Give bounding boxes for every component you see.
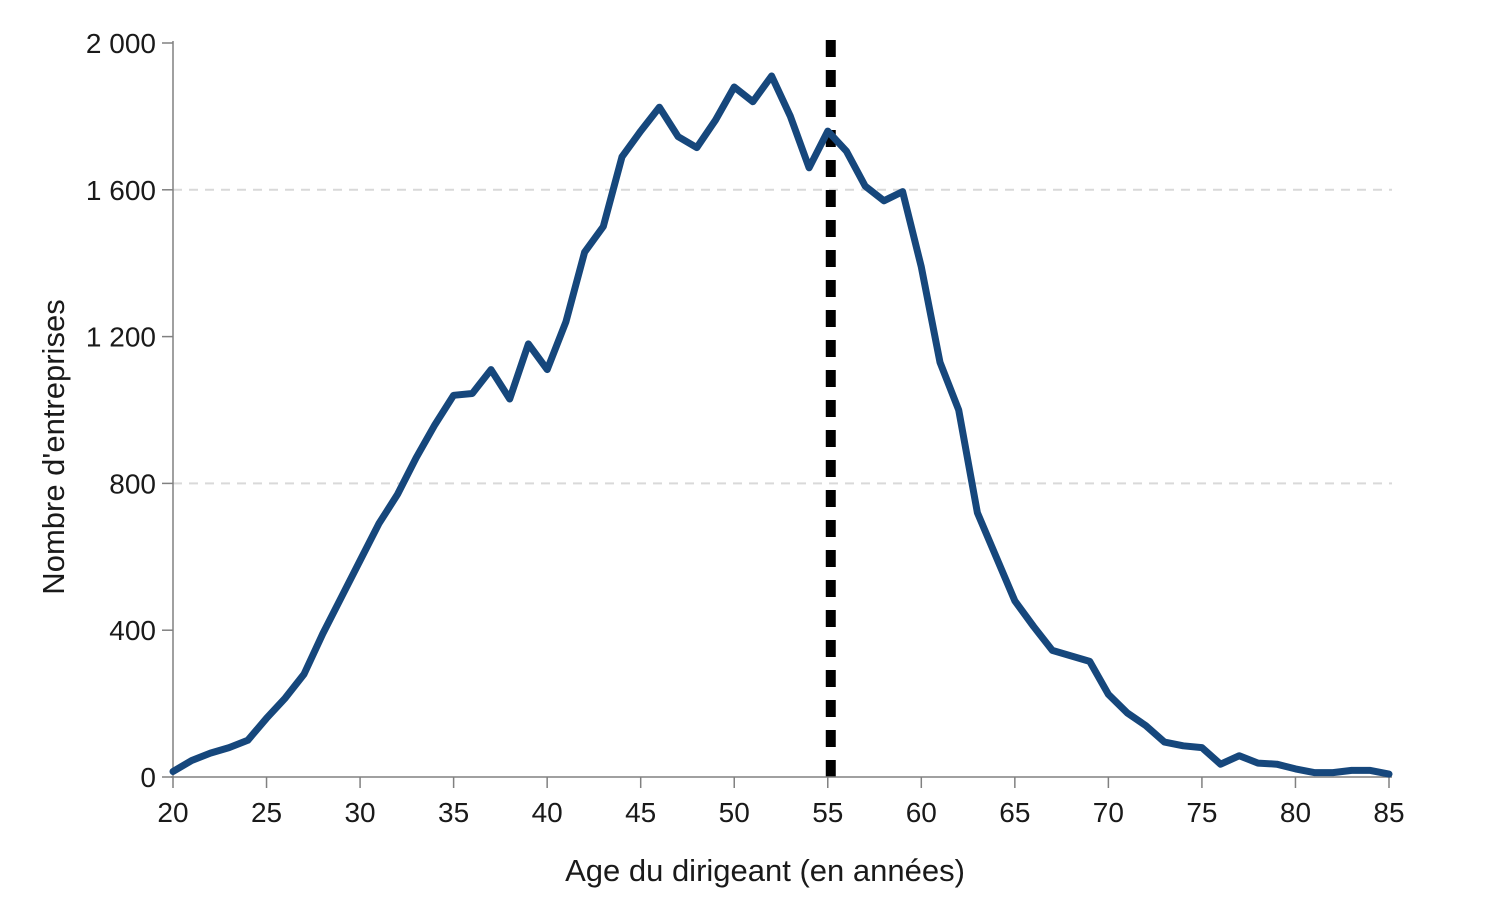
y-tick-label-1600: 1 600 <box>86 175 156 206</box>
x-tick-label-70: 70 <box>1093 797 1124 828</box>
x-tick-label-40: 40 <box>532 797 563 828</box>
y-axis-title: Nombre d'entreprises <box>36 299 71 594</box>
x-tick-label-35: 35 <box>438 797 469 828</box>
x-tick-label-30: 30 <box>344 797 375 828</box>
y-tick-label-800: 800 <box>109 468 156 499</box>
x-tick-label-75: 75 <box>1186 797 1217 828</box>
y-tick-label-2000: 2 000 <box>86 28 156 59</box>
data-line-nombre-entreprises <box>169 72 1393 778</box>
y-tick-label-400: 400 <box>109 615 156 646</box>
x-tick-label-60: 60 <box>906 797 937 828</box>
tick-labels: 0 400 800 1 200 1 600 2 000 20 25 30 35 40 45 50 55 60… <box>86 28 1405 828</box>
axes <box>162 41 1392 788</box>
x-tick-label-80: 80 <box>1280 797 1311 828</box>
x-tick-label-45: 45 <box>625 797 656 828</box>
x-tick-label-55: 55 <box>812 797 843 828</box>
x-tick-label-20: 20 <box>157 797 188 828</box>
y-tick-label-0: 0 <box>140 762 156 793</box>
x-tick-label-65: 65 <box>999 797 1030 828</box>
x-tick-label-50: 50 <box>719 797 750 828</box>
x-tick-label-85: 85 <box>1373 797 1404 828</box>
series-layer <box>169 72 1393 778</box>
x-tick-label-25: 25 <box>251 797 282 828</box>
gridlines <box>173 188 1392 485</box>
y-tick-label-1200: 1 200 <box>86 322 156 353</box>
x-axis-title: Age du dirigeant (en années) <box>565 853 965 888</box>
